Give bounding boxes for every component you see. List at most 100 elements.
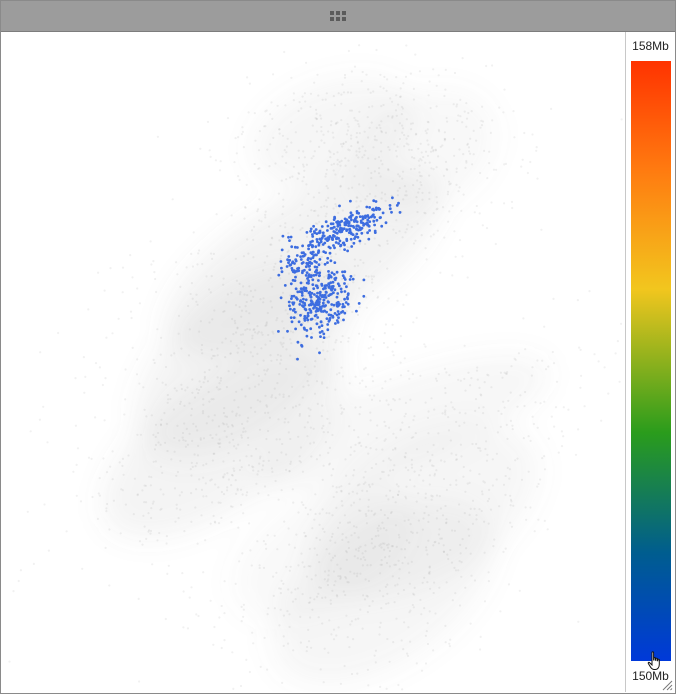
background-point	[182, 590, 185, 593]
background-point	[183, 404, 186, 407]
drag-handle-icon[interactable]	[330, 11, 348, 22]
background-point	[348, 646, 351, 649]
highlighted-point	[301, 271, 304, 275]
highlighted-point	[307, 273, 311, 276]
background-point	[332, 162, 336, 165]
highlighted-point	[338, 239, 342, 243]
background-point	[306, 372, 309, 375]
background-point	[139, 433, 142, 436]
background-point	[304, 100, 307, 103]
background-point	[298, 412, 301, 416]
background-point	[430, 147, 434, 150]
background-point	[425, 258, 428, 261]
background-point	[212, 398, 215, 401]
background-point	[345, 551, 348, 554]
background-point	[273, 387, 276, 390]
background-point	[108, 528, 111, 531]
background-point	[509, 391, 512, 394]
scatter-plot-area[interactable]	[3, 32, 626, 692]
background-point	[455, 479, 458, 482]
background-point	[290, 121, 293, 124]
background-point	[258, 428, 262, 431]
background-point	[369, 419, 372, 422]
background-point	[432, 148, 435, 152]
background-point	[82, 356, 85, 359]
background-point	[377, 172, 381, 175]
highlighted-point	[322, 234, 326, 238]
window-titlebar[interactable]	[1, 1, 675, 32]
background-point	[459, 115, 462, 118]
background-point	[453, 230, 456, 233]
scatter-plot-svg[interactable]	[3, 32, 625, 692]
background-point	[240, 605, 243, 609]
background-point	[348, 492, 351, 495]
background-point	[427, 514, 430, 517]
background-point	[340, 102, 343, 105]
background-point	[324, 215, 327, 218]
background-point	[482, 480, 485, 483]
background-point	[458, 411, 461, 414]
background-point	[181, 431, 185, 435]
background-point	[345, 614, 348, 617]
background-point	[326, 298, 329, 301]
background-point	[349, 570, 352, 573]
background-point	[301, 561, 304, 564]
background-point	[207, 415, 210, 418]
color-scale-bar[interactable]	[631, 61, 671, 661]
background-point	[149, 532, 152, 535]
background-point	[219, 501, 222, 504]
background-point	[394, 584, 397, 587]
background-point	[434, 612, 437, 615]
background-point	[333, 104, 336, 107]
background-point	[353, 450, 356, 453]
background-point	[342, 142, 345, 145]
highlighted-point	[374, 206, 378, 210]
highlighted-point	[309, 295, 313, 299]
background-point	[329, 539, 332, 542]
highlighted-point	[304, 308, 308, 311]
background-point	[359, 200, 362, 203]
background-point	[464, 412, 467, 415]
background-point	[214, 521, 217, 524]
background-point	[280, 451, 283, 454]
background-point	[414, 432, 417, 435]
background-point	[429, 223, 432, 226]
background-point	[457, 114, 460, 117]
background-point	[442, 550, 445, 553]
background-point	[395, 76, 398, 79]
background-point	[164, 441, 167, 444]
background-point	[269, 143, 272, 146]
background-point	[226, 472, 229, 475]
background-point	[173, 487, 177, 490]
background-point	[112, 499, 115, 502]
background-point	[464, 389, 467, 392]
background-point	[152, 500, 155, 503]
background-point	[341, 375, 344, 378]
highlighted-point	[309, 240, 312, 244]
background-point	[400, 113, 403, 116]
background-point	[265, 321, 268, 324]
background-point	[231, 474, 234, 477]
background-point	[305, 650, 308, 653]
background-point	[327, 451, 330, 454]
background-point	[465, 125, 468, 128]
background-point	[208, 149, 211, 152]
background-point	[325, 212, 328, 215]
background-point	[319, 269, 322, 272]
highlighted-point	[319, 240, 323, 244]
background-point	[478, 447, 481, 450]
background-point	[321, 404, 324, 407]
background-point	[397, 592, 400, 595]
background-point	[152, 460, 155, 463]
background-point	[17, 579, 20, 583]
resize-grip-icon[interactable]	[662, 680, 673, 691]
highlighted-point	[304, 274, 308, 277]
background-point	[179, 285, 182, 288]
background-point	[468, 513, 471, 516]
background-point	[332, 570, 335, 573]
background-point	[411, 603, 414, 607]
background-point	[503, 163, 506, 166]
background-point	[246, 76, 249, 79]
background-point	[256, 473, 259, 476]
background-point	[176, 424, 179, 427]
